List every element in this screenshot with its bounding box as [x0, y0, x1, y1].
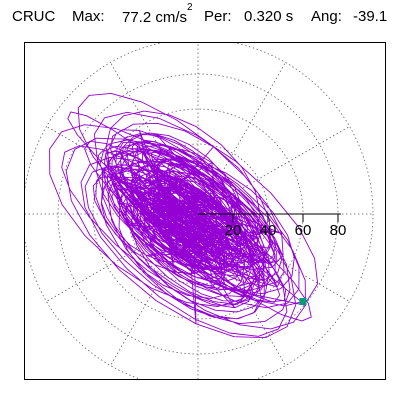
max-label: Max: — [72, 8, 105, 25]
peak-marker — [299, 298, 307, 305]
max-number: 77.2 — [122, 9, 152, 26]
radial-tick-labels: 20 40 60 80 — [225, 222, 347, 239]
period-value: 0.320 s — [244, 8, 294, 25]
radial-tick-label-80: 80 — [330, 222, 347, 239]
polar-plot: 20 40 60 80 — [25, 43, 374, 379]
motion-trace — [49, 92, 319, 339]
polar-ring-5 — [25, 43, 374, 379]
chart-header: CRUC Max: 77.2 cm/s2 Per: 0.320 s Ang: -… — [0, 2, 400, 32]
angle-label: Ang: — [311, 8, 342, 25]
period-label: Per: — [204, 8, 232, 25]
station-code: CRUC — [12, 8, 56, 25]
polar-spoke-60 — [197, 62, 286, 215]
angle-value: -39.1 — [353, 8, 388, 25]
radial-tick-label-40: 40 — [260, 222, 277, 239]
peak-marker-layer — [299, 298, 307, 305]
ground-motion-trace — [49, 92, 319, 339]
max-unit-exponent: 2 — [187, 2, 193, 13]
radial-tick-label-60: 60 — [295, 222, 312, 239]
max-value: 77.2 cm/s2 — [122, 2, 193, 26]
plot-frame: 20 40 60 80 — [24, 42, 386, 380]
radial-tick-label-20: 20 — [225, 222, 242, 239]
radial-axis — [198, 213, 341, 222]
max-unit: cm/s — [155, 9, 188, 26]
